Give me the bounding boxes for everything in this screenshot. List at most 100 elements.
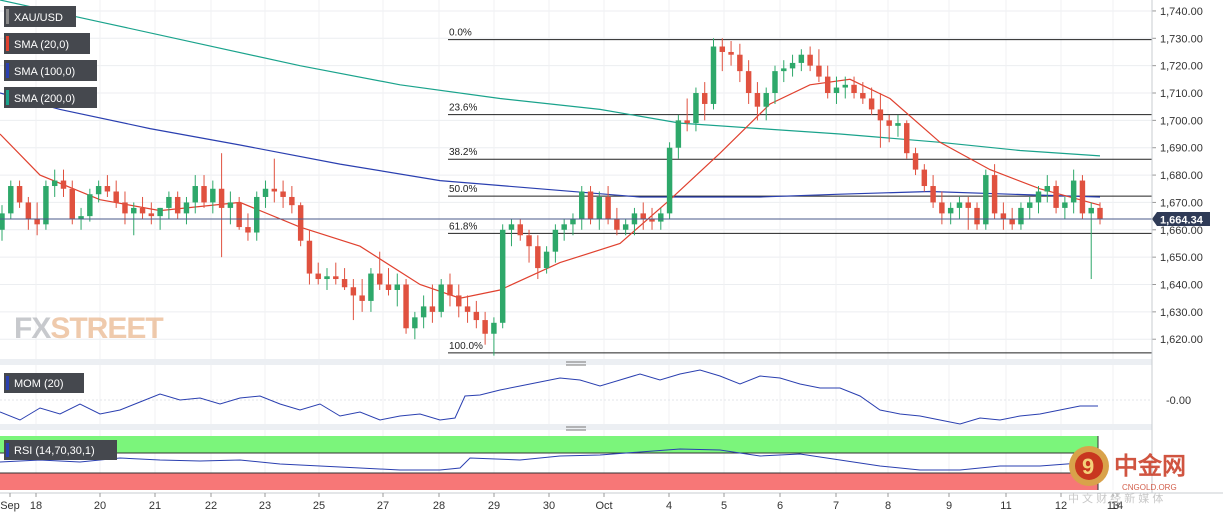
candle	[394, 273, 401, 307]
x-tick-label: 22	[205, 500, 217, 512]
candle	[447, 273, 453, 307]
resize-handle-1[interactable]	[566, 361, 586, 366]
candle	[886, 114, 892, 143]
candle	[8, 180, 14, 219]
candle	[1000, 202, 1007, 230]
candle	[289, 186, 295, 214]
fib-label: 50.0%	[449, 184, 477, 195]
legend-label: XAU/USD	[14, 12, 63, 24]
legend-item[interactable]: SMA (20,0)	[4, 33, 90, 54]
candle	[236, 196, 242, 230]
mom-legend: MOM (20)	[4, 373, 84, 393]
fib-label: 23.6%	[449, 103, 477, 114]
candle	[0, 205, 5, 241]
legend-item[interactable]: XAU/USD	[4, 6, 76, 27]
x-tick-label: 9	[946, 500, 952, 512]
x-tick-label: 12	[1055, 500, 1067, 512]
candle	[69, 180, 75, 225]
y-tick-label: 1,660.00	[1160, 225, 1203, 237]
candle	[1044, 175, 1051, 203]
fib-label: 0.0%	[449, 28, 472, 39]
y-tick-label: 1,640.00	[1160, 280, 1203, 292]
fib-label: 38.2%	[449, 147, 477, 158]
rsi-panel: RSI (14,70,30,1)	[0, 436, 1099, 490]
candle	[104, 175, 111, 197]
logo-cn: 中金网	[1114, 452, 1186, 480]
x-tick-label: 5	[721, 500, 727, 512]
candle	[1053, 180, 1059, 214]
y-tick-label: 1,670.00	[1160, 197, 1203, 209]
candle	[1070, 169, 1077, 214]
candle	[947, 202, 954, 225]
candle	[333, 262, 339, 285]
legend-label: SMA (200,0)	[14, 93, 75, 105]
candle	[745, 60, 752, 104]
candle	[254, 191, 260, 241]
candle	[701, 82, 708, 121]
candle	[139, 196, 146, 219]
candle	[763, 87, 769, 121]
x-tick-label: 27	[377, 500, 389, 512]
cngold-logo: 9 中金网 CNGOLD.ORG 中 文 财 经 新 媒 体	[1068, 446, 1186, 505]
candle	[579, 186, 585, 230]
candle	[210, 180, 216, 214]
fib-label: 61.8%	[449, 221, 477, 232]
candle	[174, 191, 181, 219]
candle	[877, 93, 884, 148]
candle	[359, 279, 365, 312]
candle	[1079, 175, 1086, 219]
candle	[895, 114, 901, 137]
x-tick-label: 13	[1107, 500, 1119, 512]
candle	[868, 87, 875, 115]
candle	[543, 246, 550, 274]
candle	[904, 120, 910, 159]
sma-20-line	[0, 78, 1101, 299]
legend-item[interactable]: SMA (100,0)	[4, 60, 97, 81]
candlesticks	[0, 38, 1103, 356]
candle	[51, 169, 58, 197]
candle	[991, 164, 998, 219]
candle	[43, 180, 49, 230]
candle	[262, 180, 269, 208]
candle	[921, 164, 928, 192]
x-tick-label: 25	[313, 500, 325, 512]
fxstreet-watermark: FXSTREET	[14, 312, 164, 345]
svg-text:FXSTREET: FXSTREET	[14, 312, 163, 345]
x-tick-label: 18	[30, 500, 42, 512]
mom-panel: -0.00 MOM (20)	[0, 369, 1191, 425]
candle	[113, 180, 119, 208]
candle	[464, 295, 471, 323]
candle	[728, 41, 734, 66]
candle	[842, 76, 848, 99]
candle	[183, 196, 190, 225]
candle	[412, 311, 418, 340]
mom-axis-label: -0.00	[1166, 395, 1191, 407]
candle	[491, 317, 497, 356]
candle	[596, 191, 603, 230]
candle	[148, 202, 155, 225]
legend-label: SMA (20,0)	[14, 39, 69, 51]
candle	[675, 114, 682, 159]
y-tick-label: 1,620.00	[1160, 334, 1203, 346]
candle	[385, 268, 392, 296]
resize-handle-2[interactable]	[566, 426, 586, 431]
y-tick-label: 1,730.00	[1160, 33, 1203, 45]
candle	[587, 186, 594, 225]
x-tick-label: 7	[833, 500, 839, 512]
candle	[1097, 202, 1103, 225]
candle	[824, 65, 831, 99]
candle	[1088, 202, 1094, 280]
candle	[605, 186, 611, 225]
x-tick-label: 4	[666, 500, 672, 512]
candle	[482, 311, 488, 345]
candle	[912, 147, 919, 176]
price-axis: 1,620.00 1,630.00 1,640.00 1,650.00 1,660.00…	[1152, 6, 1203, 346]
legend-item[interactable]: SMA (200,0)	[4, 87, 97, 108]
candle	[218, 153, 225, 258]
candle	[930, 175, 936, 208]
candle	[271, 158, 278, 203]
rsi-oversold-zone	[0, 473, 1098, 490]
grid	[0, 0, 1152, 490]
legend-label: SMA (100,0)	[14, 66, 75, 78]
candle	[798, 49, 805, 72]
